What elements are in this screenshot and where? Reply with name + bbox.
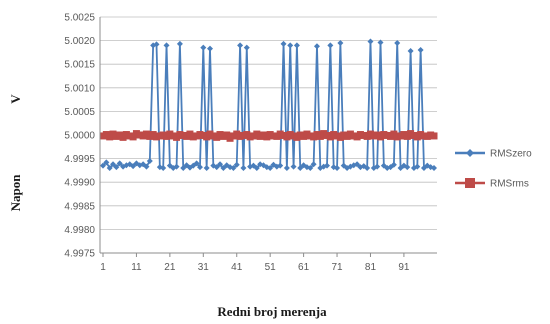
y-tick-label: 4.9975 <box>64 249 95 260</box>
x-tick-label: 21 <box>164 262 176 273</box>
data-point-rmszero <box>193 160 200 167</box>
y-tick-label: 5.0000 <box>64 131 95 142</box>
data-point-rmszero <box>110 161 117 168</box>
y-tick-label: 4.9990 <box>64 178 95 189</box>
data-point-rmsrms <box>430 132 438 140</box>
data-point-rmszero <box>334 165 341 172</box>
y-tick-label: 5.0020 <box>64 36 95 47</box>
data-point-rmszero <box>431 165 437 172</box>
data-point-rmszero <box>160 165 167 172</box>
x-tick-label: 91 <box>398 262 410 273</box>
x-axis-title: Redni broj merenja <box>217 304 327 319</box>
data-point-rmszero <box>310 161 317 168</box>
data-point-rmszero <box>394 39 401 46</box>
data-point-rmszero <box>324 162 331 169</box>
data-point-rmszero <box>237 42 244 49</box>
data-point-rmszero <box>100 162 106 169</box>
legend-marker-rmsrms <box>465 178 475 188</box>
data-point-rmszero <box>293 42 300 49</box>
data-point-rmszero <box>163 42 170 49</box>
data-point-rmszero <box>390 161 397 168</box>
data-point-rmszero <box>290 163 297 170</box>
x-tick-label: 41 <box>231 262 243 273</box>
data-point-rmszero <box>354 161 361 168</box>
data-point-rmszero <box>253 165 260 172</box>
x-tick-label: 61 <box>298 262 310 273</box>
data-point-rmszero <box>377 39 384 46</box>
x-tick-label: 81 <box>365 262 377 273</box>
data-point-rmszero <box>143 163 150 170</box>
x-tick-label: 1 <box>100 262 106 273</box>
data-point-rmszero <box>240 165 247 172</box>
data-point-rmszero <box>196 164 203 171</box>
data-point-rmszero <box>267 165 274 172</box>
data-point-rmszero <box>417 47 424 54</box>
x-tick-label: 51 <box>265 262 277 273</box>
legend-label-rmsrms: RMSrms <box>490 179 529 190</box>
y-tick-label: 4.9980 <box>64 225 95 236</box>
data-point-rmszero <box>280 40 287 47</box>
data-point-rmszero <box>103 159 110 166</box>
data-point-rmszero <box>213 164 220 171</box>
data-point-rmszero <box>337 39 344 46</box>
data-point-rmszero <box>367 38 374 45</box>
legend: RMSzero RMSrms <box>455 149 532 190</box>
axes: 5.0025 5.0020 5.0015 5.0010 5.0005 5.0000 4.99… <box>64 13 437 273</box>
data-point-rmszero <box>176 40 183 47</box>
y-tick-label: 5.0025 <box>64 13 95 24</box>
data-point-rmszero <box>180 165 187 172</box>
data-point-rmszero <box>407 47 414 54</box>
data-point-rmszero <box>404 164 411 171</box>
data-point-rmszero <box>374 163 381 170</box>
data-point-rmszero <box>230 165 237 172</box>
data-point-rmszero <box>220 165 227 172</box>
data-point-rmszero <box>200 44 207 51</box>
data-point-rmszero <box>364 165 371 172</box>
data-point-rmszero <box>414 163 421 170</box>
data-point-rmszero <box>307 165 314 172</box>
data-point-rmszero <box>287 42 294 49</box>
data-point-rmszero <box>146 157 153 164</box>
data-point-rmszero <box>283 165 290 172</box>
y-tick-label: 5.0015 <box>64 60 95 71</box>
data-point-rmszero <box>297 165 304 172</box>
data-point-rmszero <box>106 165 113 172</box>
data-point-rmszero <box>217 161 224 168</box>
data-point-rmszero <box>233 161 240 168</box>
y-tick-label: 5.0010 <box>64 83 95 94</box>
y-axis-unit: V <box>8 94 23 104</box>
data-point-rmszero <box>153 41 160 48</box>
data-point-rmszero <box>250 162 257 169</box>
data-point-rmszero <box>130 163 137 170</box>
x-tick-label: 31 <box>198 262 210 273</box>
data-point-rmszero <box>327 42 334 49</box>
data-point-rmszero <box>277 162 284 169</box>
legend-label-rmszero: RMSzero <box>490 149 532 160</box>
y-tick-label: 4.9985 <box>64 201 95 212</box>
data-point-rmszero <box>173 163 180 170</box>
y-tick-label: 4.9995 <box>64 154 95 165</box>
y-tick-label: 5.0005 <box>64 107 95 118</box>
data-point-rmszero <box>116 160 123 167</box>
x-tick-label: 71 <box>331 262 343 273</box>
data-point-rmszero <box>113 164 120 171</box>
legend-marker-rmszero <box>466 149 474 157</box>
data-point-rmszero <box>313 43 320 50</box>
x-tick-label: 11 <box>131 262 142 273</box>
y-axis-title: Napon <box>8 174 23 212</box>
data-point-rmszero <box>243 44 250 51</box>
data-point-rmszero <box>206 45 213 52</box>
data-point-rmszero <box>203 165 210 172</box>
plot-series <box>99 38 438 172</box>
